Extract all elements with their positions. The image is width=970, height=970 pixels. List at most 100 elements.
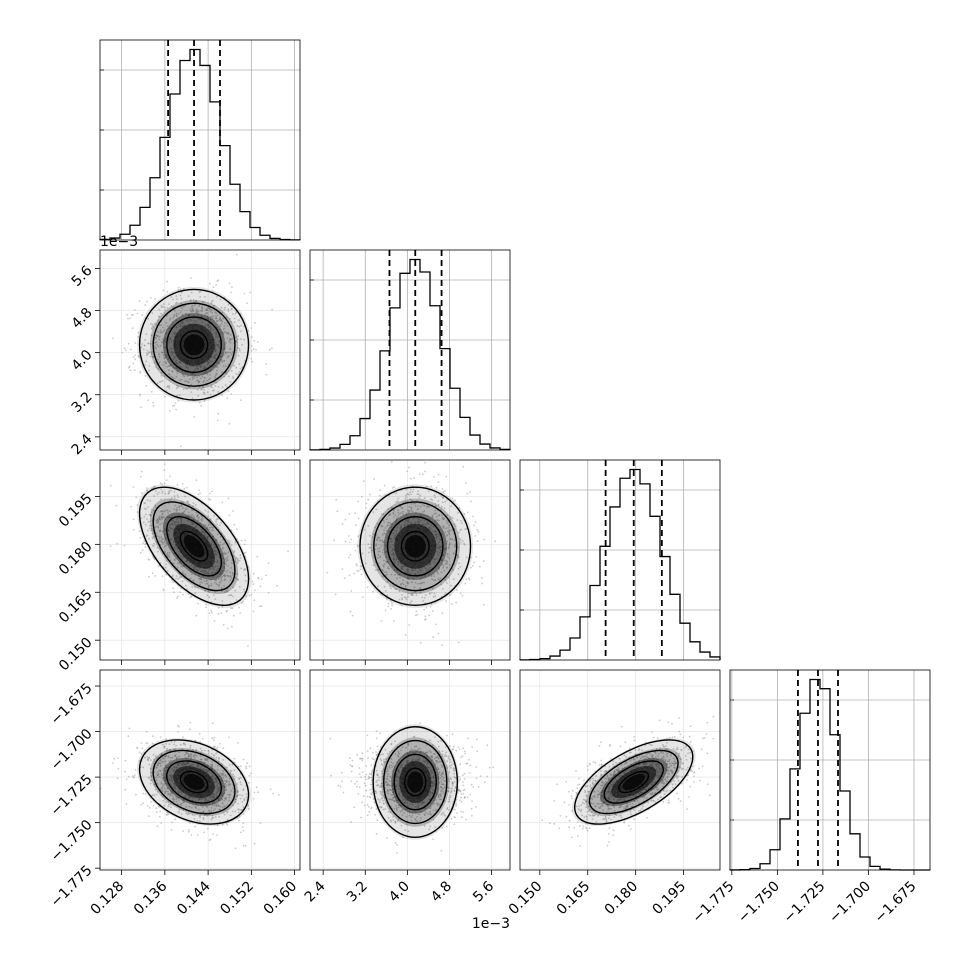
sample-point — [452, 552, 455, 554]
sample-point — [212, 816, 215, 819]
sample-point — [193, 585, 196, 588]
sample-point — [384, 590, 387, 592]
sample-point — [180, 291, 183, 294]
sample-point — [201, 517, 204, 520]
sample-point — [162, 338, 164, 341]
sample-point — [437, 554, 439, 556]
sample-point — [180, 521, 183, 523]
sample-point — [208, 584, 210, 587]
sample-point — [213, 802, 216, 805]
sample-point — [434, 496, 436, 499]
sample-point — [233, 769, 236, 772]
histogram-step-line — [309, 258, 511, 451]
sample-point — [211, 794, 214, 797]
sample-point — [221, 600, 224, 602]
sample-point — [186, 763, 189, 765]
sample-point — [214, 341, 217, 344]
sample-point — [189, 319, 192, 321]
sample-point — [448, 531, 450, 534]
sample-point — [172, 366, 175, 369]
sample-point — [441, 644, 444, 646]
sample-point — [177, 577, 180, 580]
sample-point — [214, 579, 217, 581]
sample-point — [171, 794, 174, 797]
sample-point — [216, 834, 219, 836]
sample-point — [150, 508, 153, 511]
sample-point — [124, 788, 127, 791]
sample-point — [397, 563, 400, 566]
sample-point — [444, 578, 446, 581]
sample-point — [372, 564, 375, 567]
sample-point — [192, 505, 194, 507]
sample-point — [223, 551, 226, 554]
sample-point — [207, 827, 209, 830]
sample-point — [406, 470, 409, 473]
tick-label-y: 0.195 — [56, 491, 96, 531]
sample-point — [229, 783, 232, 786]
sample-point — [156, 343, 158, 346]
sample-point — [161, 351, 163, 353]
sample-point — [210, 609, 213, 612]
sample-point — [390, 573, 393, 576]
sample-point — [386, 524, 389, 527]
sample-point — [255, 786, 258, 789]
panel-frame — [729, 669, 931, 871]
sample-point — [452, 569, 454, 571]
sample-point — [243, 799, 246, 802]
sample-point — [442, 566, 444, 569]
sample-point — [446, 556, 449, 558]
sample-point — [225, 784, 228, 787]
sample-point — [228, 422, 231, 425]
sample-point — [419, 591, 422, 594]
sample-point — [175, 757, 178, 760]
sample-point — [211, 332, 214, 335]
sample-point — [438, 514, 441, 517]
sample-point — [265, 363, 267, 365]
sample-point — [134, 342, 137, 344]
sample-point — [217, 386, 220, 388]
sample-point — [447, 576, 450, 579]
sample-point — [153, 771, 156, 774]
sample-point — [169, 338, 172, 341]
sample-point — [239, 797, 242, 800]
sample-point — [392, 585, 395, 588]
sample-point — [171, 756, 174, 759]
sample-point — [248, 765, 251, 768]
sample-point — [442, 527, 445, 529]
sample-point — [220, 772, 223, 775]
sample-point — [393, 535, 396, 537]
sample-point — [200, 797, 203, 800]
sample-point — [173, 333, 176, 336]
sample-point — [204, 758, 207, 761]
sample-point — [156, 546, 159, 549]
sample-point — [163, 540, 166, 543]
sample-point — [177, 790, 180, 793]
sample-point — [181, 482, 184, 485]
sample-point — [239, 794, 241, 796]
sample-point — [204, 509, 207, 512]
sample-point — [207, 750, 210, 752]
histogram-step-line — [729, 678, 930, 871]
sample-point — [244, 580, 247, 582]
sample-point — [407, 581, 409, 584]
sample-point — [151, 529, 154, 531]
sample-point — [170, 296, 173, 299]
sample-point — [404, 494, 407, 497]
sample-point — [164, 340, 167, 343]
sample-point — [393, 537, 395, 540]
sample-point — [428, 526, 430, 529]
sample-point — [243, 588, 245, 591]
sample-point — [395, 530, 398, 532]
sample-point — [367, 543, 370, 545]
sample-point — [176, 518, 178, 521]
contour-line — [138, 486, 250, 607]
sample-point — [396, 517, 398, 519]
sample-point — [185, 366, 188, 369]
sample-point — [231, 607, 234, 610]
sample-point — [192, 314, 195, 317]
sample-point — [196, 368, 199, 370]
sample-point — [155, 337, 157, 340]
sample-point — [434, 579, 437, 582]
sample-point — [153, 495, 156, 497]
sample-point — [228, 736, 230, 739]
